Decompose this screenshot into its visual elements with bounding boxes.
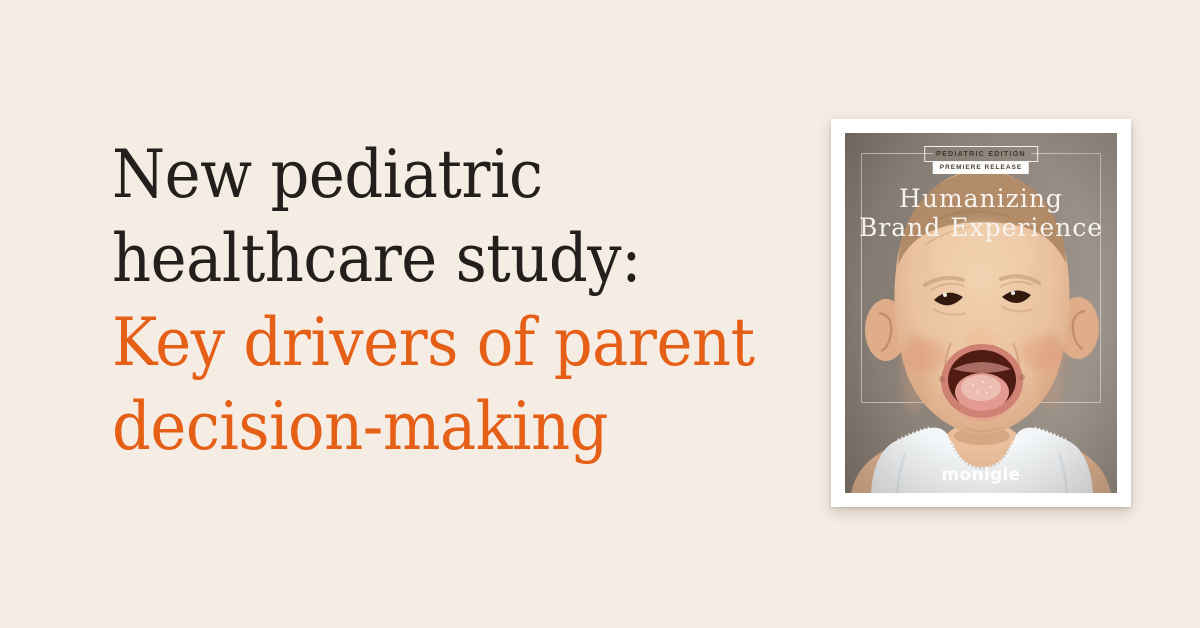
report-cover-card: PEDIATRIC EDITION PREMIERE RELEASE Human… bbox=[831, 119, 1131, 507]
cover-title: Humanizing Brand Experience bbox=[845, 184, 1117, 242]
laughing-baby-photo bbox=[845, 133, 1117, 493]
pediatric-edition-label: PEDIATRIC EDITION bbox=[936, 150, 1026, 158]
report-cover-photo: PEDIATRIC EDITION PREMIERE RELEASE Human… bbox=[845, 133, 1117, 493]
pediatric-edition-badge: PEDIATRIC EDITION bbox=[924, 146, 1038, 162]
monigle-logo: monigle bbox=[941, 465, 1021, 485]
headline-line-2: healthcare study: bbox=[112, 220, 642, 297]
headline-line-1: New pediatric bbox=[112, 136, 543, 213]
premiere-release-label: PREMIERE RELEASE bbox=[939, 163, 1023, 171]
headline-line-4: decision-making bbox=[112, 388, 609, 465]
cover-title-line-1: Humanizing bbox=[899, 184, 1063, 213]
headline: New pediatric healthcare study: Key driv… bbox=[112, 133, 755, 469]
cover-title-line-2: Brand Experience bbox=[858, 213, 1104, 242]
headline-line-3: Key drivers of parent bbox=[112, 304, 755, 381]
premiere-release-badge: PREMIERE RELEASE bbox=[932, 162, 1030, 174]
